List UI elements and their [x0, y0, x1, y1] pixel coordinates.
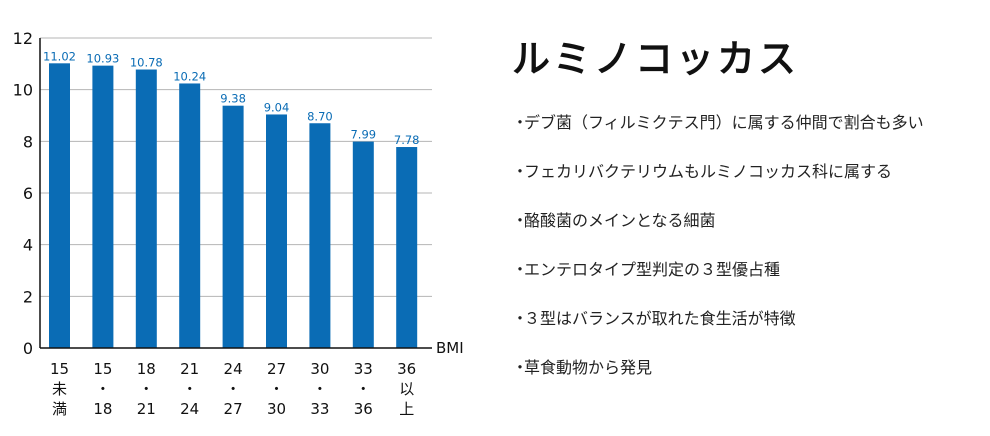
feature-text: デブ菌（フィルミクテス門）に属する仲間で割合も多い [524, 113, 924, 132]
description-panel: ルミノコッカス ・デブ菌（フィルミクテス門）に属する仲間で割合も多い ・フェカリ… [512, 28, 982, 405]
value-label: 10.93 [86, 52, 119, 66]
feature-item: ・草食動物から発見 [512, 356, 982, 380]
bullet-mark: ・ [512, 113, 529, 132]
value-label: 9.38 [220, 92, 246, 106]
feature-item: ・エンテロタイプ型判定の３型優占種 [512, 258, 982, 282]
x-tick-label: ・ [139, 380, 154, 398]
x-tick-label: 27 [267, 360, 286, 378]
x-tick-label: 21 [180, 360, 199, 378]
feature-text: エンテロタイプ型判定の３型優占種 [524, 260, 781, 279]
value-label: 7.99 [350, 128, 376, 142]
x-tick-label: 15 [50, 360, 69, 378]
x-tick-label: 未 [52, 380, 67, 398]
feature-text: ３型はバランスが取れた食生活が特徴 [524, 309, 796, 328]
axes [39, 38, 432, 349]
bar [135, 69, 157, 349]
x-tick-label: 18 [93, 400, 112, 418]
value-label: 9.04 [264, 100, 290, 114]
x-tick-label: 満 [52, 400, 67, 418]
bar [179, 83, 201, 348]
x-tick-label: 15 [93, 360, 112, 378]
feature-list: ・デブ菌（フィルミクテス門）に属する仲間で割合も多い ・フェカリバクテリウムもル… [512, 111, 982, 380]
feature-item: ・３型はバランスが取れた食生活が特徴 [512, 307, 982, 331]
x-tick-label: 24 [180, 400, 199, 418]
y-tick-label: 8 [23, 132, 33, 151]
bar [92, 65, 114, 349]
labels: 02468101211.0215未満10.9315・1810.7818・2110… [13, 29, 464, 418]
feature-text: 草食動物から発見 [524, 358, 653, 377]
value-label: 7.78 [394, 133, 420, 147]
x-tick-label: 30 [310, 360, 329, 378]
feature-text: 酪酸菌のメインとなる細菌 [524, 211, 716, 230]
bars [49, 63, 418, 349]
value-label: 10.78 [130, 56, 163, 70]
bullet-mark: ・ [512, 358, 529, 377]
x-tick-label: ・ [356, 380, 371, 398]
y-tick-label: 0 [23, 339, 33, 358]
x-tick-label: ・ [269, 380, 284, 398]
bar [49, 63, 70, 349]
y-tick-label: 10 [13, 81, 33, 100]
y-tick-label: 2 [23, 287, 33, 306]
panel-title: ルミノコッカス [512, 37, 800, 81]
x-tick-label: 27 [224, 400, 243, 418]
x-tick-label: 18 [137, 360, 156, 378]
bmi-bar-chart: 02468101211.0215未満10.9315・1810.7818・2110… [13, 29, 464, 418]
bar [266, 114, 287, 348]
y-tick-label: 4 [23, 236, 33, 255]
bullet-mark: ・ [512, 162, 529, 181]
bar [396, 147, 418, 348]
x-tick-label: 21 [137, 400, 156, 418]
x-tick-label: 24 [224, 360, 243, 378]
x-tick-label: 33 [310, 400, 329, 418]
x-tick-label: 36 [397, 360, 416, 378]
bar [309, 123, 331, 348]
value-label: 8.70 [307, 109, 333, 123]
feature-item: ・デブ菌（フィルミクテス門）に属する仲間で割合も多い [512, 111, 982, 135]
x-axis-label: BMI [436, 339, 464, 357]
y-tick-label: 12 [13, 29, 33, 48]
value-label: 10.24 [173, 69, 206, 83]
bullet-mark: ・ [512, 260, 529, 279]
x-tick-label: ・ [312, 380, 327, 398]
feature-item: ・フェカリバクテリウムもルミノコッカス科に属する [512, 160, 982, 184]
y-tick-label: 6 [23, 184, 33, 203]
bullet-mark: ・ [512, 211, 529, 230]
x-tick-label: ・ [226, 380, 241, 398]
bar [352, 141, 374, 348]
x-tick-label: 上 [399, 400, 414, 418]
x-tick-label: 以 [399, 380, 414, 398]
bar [222, 105, 244, 348]
bullet-mark: ・ [512, 309, 529, 328]
feature-text: フェカリバクテリウムもルミノコッカス科に属する [524, 162, 893, 181]
value-label: 11.02 [43, 49, 76, 63]
x-tick-label: ・ [182, 380, 197, 398]
x-tick-label: 30 [267, 400, 286, 418]
x-tick-label: 36 [354, 400, 373, 418]
x-tick-label: ・ [95, 380, 110, 398]
x-tick-label: 33 [354, 360, 373, 378]
feature-item: ・酪酸菌のメインとなる細菌 [512, 209, 982, 233]
